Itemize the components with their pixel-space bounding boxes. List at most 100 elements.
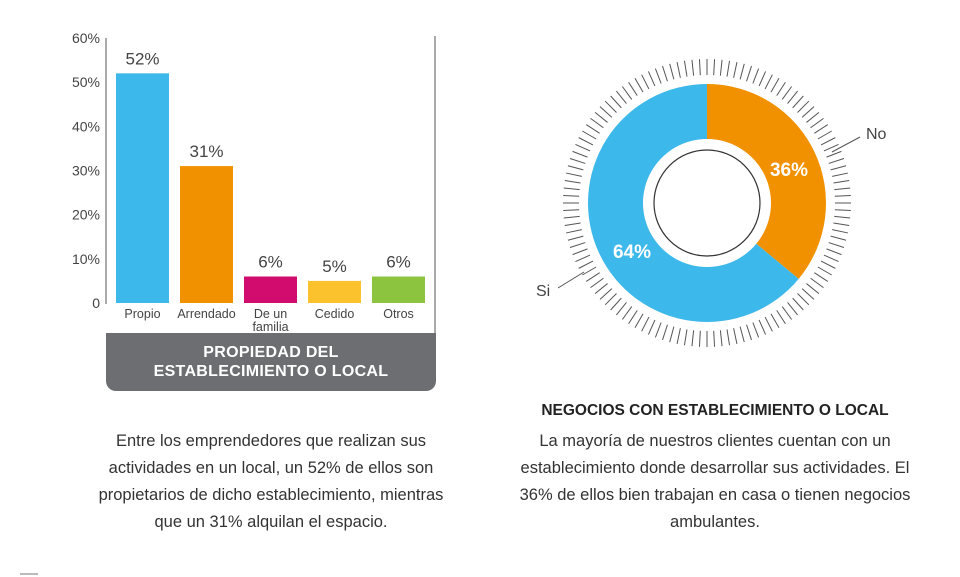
- ring-tick: [599, 288, 613, 300]
- leader-line: [557, 271, 585, 289]
- ring-tick: [634, 313, 644, 328]
- ring-tick: [647, 71, 656, 87]
- ring-tick: [569, 242, 586, 248]
- ring-tick: [719, 59, 723, 76]
- bar-data-label: 31%: [189, 142, 223, 161]
- ring-tick: [810, 277, 824, 289]
- ring-tick: [683, 60, 688, 77]
- y-tick-label: 50%: [72, 74, 100, 90]
- ring-tick: [567, 165, 584, 171]
- ring-tick: [770, 78, 780, 93]
- ring-tick: [746, 65, 752, 82]
- ring-tick: [698, 59, 701, 76]
- corner-mark: [20, 573, 38, 575]
- ring-tick: [826, 248, 842, 256]
- ring-tick: [691, 330, 695, 347]
- x-category-label: De un: [254, 307, 287, 321]
- ring-tick: [564, 222, 581, 227]
- donut-data-label: 64%: [613, 242, 651, 263]
- bar-data-label: 5%: [322, 257, 347, 276]
- ring-tick: [599, 106, 613, 118]
- ring-tick: [563, 194, 580, 197]
- ring-tick: [781, 306, 793, 320]
- leader-line: [831, 136, 861, 153]
- bar: [180, 166, 233, 303]
- ring-tick: [610, 297, 622, 311]
- bar-data-label: 52%: [125, 49, 159, 68]
- bar-chart-title-line-2: ESTABLECIMIENTO O LOCAL: [153, 363, 389, 380]
- y-tick-label: 40%: [72, 118, 100, 134]
- ring-tick: [828, 242, 845, 248]
- ring-tick: [563, 209, 580, 212]
- ring-tick: [787, 302, 799, 316]
- bar: [308, 280, 361, 303]
- ring-tick: [713, 59, 716, 76]
- ring-tick: [566, 229, 582, 234]
- ring-tick: [572, 248, 588, 256]
- ring-tick: [739, 63, 745, 80]
- x-category-label: Cedido: [315, 307, 355, 321]
- ring-tick: [817, 266, 832, 276]
- ring-tick: [830, 235, 847, 241]
- y-tick-label: 30%: [72, 163, 100, 179]
- ring-tick: [590, 277, 604, 289]
- ring-tick: [582, 130, 597, 140]
- donut-chart-description: La mayoría de nuestros clientes cuentan …: [519, 432, 911, 531]
- ring-tick: [833, 179, 850, 184]
- ring-tick: [752, 322, 760, 338]
- ring-tick: [752, 68, 760, 84]
- ring-tick: [569, 158, 586, 164]
- donut-slice: [588, 83, 799, 322]
- ring-tick: [726, 329, 731, 346]
- donut-category-label: No: [866, 126, 887, 143]
- ring-tick: [563, 215, 580, 219]
- ring-tick: [628, 81, 638, 96]
- ring-tick: [834, 187, 851, 191]
- ring-tick: [654, 68, 662, 84]
- ring-tick: [615, 302, 627, 316]
- ring-tick: [676, 62, 681, 78]
- ring-tick: [621, 86, 633, 100]
- ring-tick: [764, 316, 773, 332]
- ring-tick: [832, 172, 848, 177]
- bar: [372, 276, 425, 303]
- ring-tick: [817, 130, 832, 140]
- ring-tick: [764, 74, 773, 90]
- ring-tick: [814, 272, 829, 282]
- ring-tick: [654, 322, 662, 338]
- ring-tick: [564, 179, 581, 184]
- ring-tick: [770, 313, 780, 328]
- ring-tick: [691, 59, 695, 76]
- ring-tick: [726, 60, 731, 77]
- ring-tick: [776, 310, 786, 325]
- ring-tick: [604, 100, 617, 113]
- y-tick-label: 10%: [72, 251, 100, 267]
- ring-tick: [823, 254, 839, 263]
- bar-chart-title-banner: PROPIEDAD DEL ESTABLECIMIENTO O LOCAL: [106, 333, 436, 391]
- donut-center: [645, 141, 769, 265]
- bar-data-label: 6%: [386, 253, 411, 272]
- ring-tick: [578, 137, 594, 146]
- ring-tick: [834, 194, 851, 197]
- bar-data-label: 6%: [258, 253, 283, 272]
- ring-tick: [758, 71, 767, 87]
- ring-tick: [833, 222, 850, 227]
- x-category-label: Arrendado: [177, 307, 235, 321]
- ring-tick: [604, 293, 617, 306]
- donut-slice: [707, 84, 827, 279]
- y-tick-label: 20%: [72, 207, 100, 223]
- donut-chart-title: NEGOCIOS CON ESTABLECIMIENTO O LOCAL: [541, 402, 889, 419]
- ring-tick: [582, 266, 597, 276]
- bar-chart-description: Entre los emprendedores que realizan sus…: [98, 432, 444, 531]
- ring-tick: [792, 297, 804, 311]
- bar: [244, 276, 297, 303]
- ring-tick: [801, 106, 815, 118]
- ring-tick: [776, 81, 786, 96]
- ring-tick: [669, 63, 675, 80]
- ring-tick: [739, 326, 745, 343]
- ring-tick: [647, 319, 656, 335]
- ring-tick: [797, 100, 810, 113]
- ring-tick: [698, 330, 701, 347]
